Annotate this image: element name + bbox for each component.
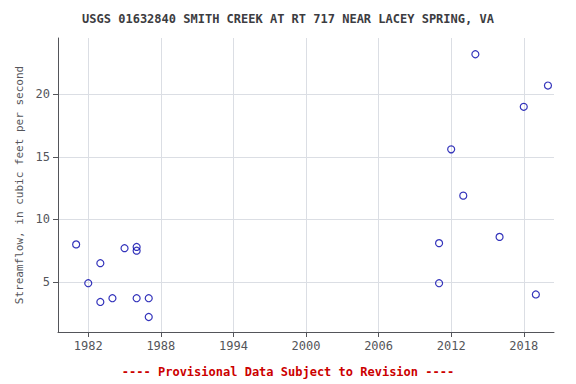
svg-text:5: 5 <box>43 275 50 289</box>
svg-text:1988: 1988 <box>146 339 175 353</box>
svg-text:2018: 2018 <box>509 339 538 353</box>
svg-text:20: 20 <box>36 87 50 101</box>
svg-text:1982: 1982 <box>74 339 103 353</box>
svg-text:2006: 2006 <box>364 339 393 353</box>
svg-text:Streamflow, in cubic feet per: Streamflow, in cubic feet per second <box>13 66 26 304</box>
svg-text:2012: 2012 <box>437 339 466 353</box>
svg-text:---- Provisional Data Subject: ---- Provisional Data Subject to Revisio… <box>122 365 454 379</box>
svg-text:2000: 2000 <box>292 339 321 353</box>
svg-text:15: 15 <box>36 150 50 164</box>
svg-text:1994: 1994 <box>219 339 248 353</box>
svg-text:10: 10 <box>36 212 50 226</box>
svg-text:USGS 01632840 SMITH CREEK AT R: USGS 01632840 SMITH CREEK AT RT 717 NEAR… <box>82 12 495 26</box>
